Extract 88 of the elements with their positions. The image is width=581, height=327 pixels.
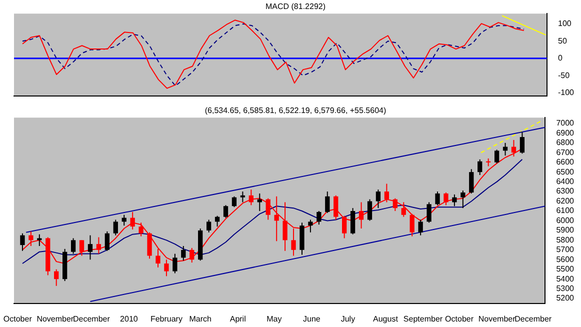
y-tick-label: 6900 bbox=[556, 128, 575, 138]
y-tick-label: 6000 bbox=[556, 216, 575, 225]
candlestick bbox=[37, 234, 42, 247]
candlestick bbox=[54, 268, 59, 286]
x-tick-label: October bbox=[3, 314, 32, 324]
candlestick bbox=[130, 211, 135, 230]
y-tick-label: 6200 bbox=[556, 196, 575, 206]
x-tick-label: 2010 bbox=[120, 314, 138, 324]
y-tick-label: 6300 bbox=[556, 186, 575, 196]
candlestick bbox=[181, 246, 186, 262]
y-tick-label: 5900 bbox=[556, 226, 575, 235]
y-tick-label: 6800 bbox=[556, 138, 575, 148]
y-tick-label: 5400 bbox=[556, 274, 575, 284]
candlestick bbox=[172, 253, 178, 274]
candlestick bbox=[376, 189, 381, 209]
candlestick bbox=[444, 192, 448, 206]
y-tick-label: 100 bbox=[558, 19, 572, 28]
x-tick-label: February bbox=[150, 314, 182, 324]
x-tick-label: December bbox=[514, 314, 552, 324]
candlestick bbox=[308, 219, 313, 233]
y-tick-label: 6700 bbox=[556, 148, 575, 157]
candlestick bbox=[367, 198, 372, 222]
y-tick-label: 5500 bbox=[556, 264, 575, 274]
y-tick-label: 0 bbox=[558, 54, 563, 63]
candlestick bbox=[240, 191, 246, 203]
x-tick-label: October bbox=[445, 314, 474, 324]
y-tick-label: 5600 bbox=[556, 254, 575, 264]
y-tick-label: 5700 bbox=[556, 245, 575, 254]
candlestick bbox=[469, 168, 474, 194]
candlestick bbox=[325, 191, 330, 214]
candlestick bbox=[392, 198, 398, 212]
chart-title: MACD (81.2292) bbox=[265, 2, 326, 12]
candlestick bbox=[138, 222, 144, 237]
y-tick-label: 6600 bbox=[556, 158, 575, 167]
x-tick-label: April bbox=[230, 314, 246, 324]
candlestick bbox=[274, 196, 279, 242]
x-tick-label: November bbox=[36, 314, 74, 324]
x-tick-label: July bbox=[340, 314, 356, 324]
candlestick bbox=[358, 202, 364, 229]
candlestick bbox=[79, 240, 84, 256]
candlestick bbox=[291, 228, 296, 256]
chart-title: (6,534.65, 6,585.81, 6,522.19, 6,579.66, +55.5604) bbox=[204, 106, 386, 116]
candlestick bbox=[435, 191, 440, 206]
candlestick bbox=[342, 215, 347, 239]
y-tick-label: 6500 bbox=[556, 167, 575, 176]
x-tick-label: March bbox=[189, 314, 212, 324]
x-tick-label: May bbox=[266, 314, 282, 324]
candlestick bbox=[426, 202, 432, 224]
candlestick bbox=[384, 183, 390, 203]
candlestick bbox=[248, 189, 254, 206]
y-tick-label: 6100 bbox=[556, 206, 575, 216]
candlestick bbox=[28, 230, 34, 247]
x-tick-label: November bbox=[478, 314, 516, 324]
candlestick bbox=[452, 194, 457, 207]
candlestick bbox=[20, 232, 25, 252]
candlestick bbox=[350, 208, 356, 235]
y-tick-label: 5200 bbox=[556, 294, 575, 303]
y-tick-label: 5800 bbox=[556, 235, 575, 244]
candlestick bbox=[113, 219, 118, 236]
candlestick bbox=[460, 190, 466, 209]
candlestick bbox=[494, 149, 500, 164]
candlestick bbox=[96, 236, 102, 254]
candlestick bbox=[478, 158, 482, 176]
candlestick bbox=[520, 132, 525, 154]
candlestick bbox=[70, 238, 76, 254]
y-tick-label: 5300 bbox=[556, 284, 575, 294]
candlestick bbox=[334, 194, 338, 220]
candlestick bbox=[316, 210, 322, 226]
y-tick-label: 50 bbox=[558, 36, 568, 46]
x-tick-label: September bbox=[403, 314, 443, 324]
candlestick bbox=[418, 219, 423, 236]
y-tick-label: -50 bbox=[558, 70, 570, 80]
candlestick bbox=[88, 234, 93, 260]
x-tick-label: June bbox=[302, 314, 321, 324]
y-tick-label: 6400 bbox=[556, 177, 575, 186]
candlestick bbox=[147, 232, 152, 260]
candlestick bbox=[410, 213, 414, 237]
x-tick-label: August bbox=[373, 314, 399, 324]
candlestick bbox=[232, 196, 237, 208]
candlestick bbox=[104, 230, 110, 252]
candlestick bbox=[282, 202, 288, 252]
candlestick bbox=[266, 198, 270, 220]
x-tick-label: December bbox=[72, 314, 110, 324]
candlestick bbox=[223, 204, 228, 218]
candlestick bbox=[401, 202, 406, 218]
y-tick-label: 7000 bbox=[556, 118, 575, 128]
candlestick bbox=[206, 219, 212, 233]
y-tick-label: -100 bbox=[558, 88, 575, 97]
